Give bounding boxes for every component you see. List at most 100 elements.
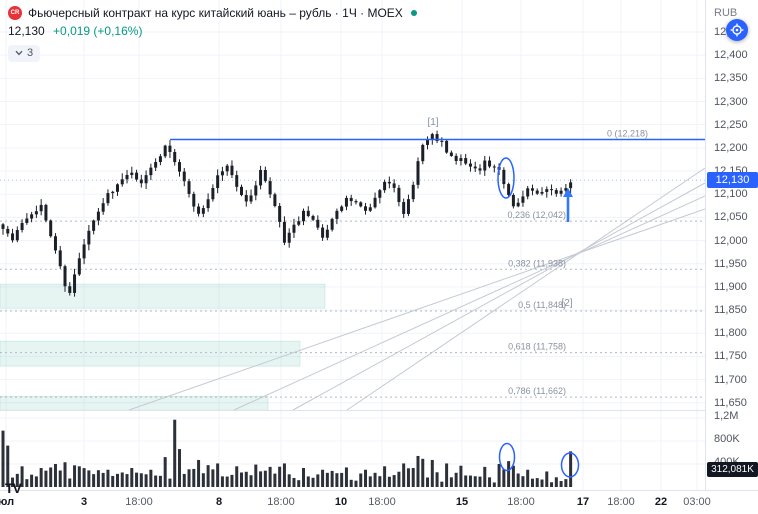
volume-bar bbox=[259, 471, 263, 487]
ellipse-annotation[interactable] bbox=[560, 452, 580, 478]
candle bbox=[139, 179, 143, 184]
volume-bar bbox=[11, 477, 15, 487]
candle bbox=[111, 191, 115, 194]
wave-label[interactable]: [2] bbox=[561, 298, 572, 309]
fib-label: 0,786 (11,662) bbox=[508, 386, 566, 396]
volume-bar bbox=[282, 463, 286, 487]
price-change: +0,019 (+0,16%) bbox=[53, 24, 143, 38]
candle bbox=[535, 190, 539, 194]
candle bbox=[263, 169, 267, 182]
volume-bar bbox=[211, 469, 215, 487]
volume-bar bbox=[349, 479, 353, 487]
volume-bar bbox=[321, 469, 325, 487]
volume-bar bbox=[268, 466, 272, 487]
fib-label: 0,5 (11,848) bbox=[518, 300, 566, 310]
candle bbox=[273, 194, 277, 206]
candle bbox=[464, 158, 468, 164]
time-tick-label: юл bbox=[0, 496, 15, 508]
candle bbox=[158, 156, 162, 163]
volume-bar bbox=[297, 480, 301, 487]
volume-bar bbox=[77, 466, 81, 487]
candle bbox=[96, 211, 100, 221]
instrument-logo-icon[interactable]: CR bbox=[8, 6, 22, 20]
volume-bar bbox=[273, 473, 277, 487]
ellipse-annotation[interactable] bbox=[498, 442, 516, 472]
candle bbox=[92, 220, 96, 231]
volume-bar bbox=[545, 471, 549, 487]
chart-canvas[interactable]: 0 (12,218) 0,236 (12,042) 0,382 (11,938) 0,… bbox=[0, 0, 705, 490]
candle bbox=[440, 140, 444, 142]
volume-bar bbox=[554, 477, 558, 487]
candle bbox=[554, 190, 558, 194]
trend-line[interactable] bbox=[128, 208, 705, 411]
indicators-dropdown[interactable]: 3 bbox=[8, 44, 41, 62]
candle bbox=[526, 188, 530, 197]
volume-bar bbox=[564, 479, 568, 487]
volume-bar bbox=[454, 472, 458, 487]
volume-bar bbox=[225, 476, 229, 487]
candle bbox=[359, 202, 363, 207]
time-tick-label: 15 bbox=[455, 496, 469, 508]
market-status-icon[interactable] bbox=[410, 10, 417, 16]
volume-badge: 312,081K bbox=[707, 462, 758, 478]
symbol-title[interactable]: Фьючерсный контракт на курс китайский юа… bbox=[28, 6, 403, 20]
candle bbox=[115, 184, 119, 192]
candle bbox=[321, 227, 325, 238]
volume-bar bbox=[149, 469, 153, 487]
candle bbox=[545, 189, 549, 192]
candle bbox=[550, 189, 554, 191]
volume-bar bbox=[177, 449, 181, 487]
volume-bar bbox=[115, 473, 119, 487]
candle bbox=[254, 185, 258, 196]
candle bbox=[1, 224, 5, 229]
candle bbox=[488, 160, 492, 167]
volume-bar bbox=[559, 481, 563, 487]
tradingview-logo[interactable]: TV bbox=[5, 480, 22, 496]
candle bbox=[82, 244, 86, 259]
volume-bar bbox=[406, 468, 410, 487]
candle bbox=[402, 202, 406, 214]
time-tick-label: 17 bbox=[576, 496, 590, 508]
candle bbox=[478, 168, 482, 171]
volume-bar bbox=[201, 473, 205, 487]
volume-bar bbox=[540, 479, 544, 487]
trend-line[interactable] bbox=[233, 195, 705, 411]
price-tick-label: 11,800 bbox=[714, 327, 747, 340]
candle bbox=[197, 206, 201, 214]
pane-divider[interactable] bbox=[0, 410, 705, 411]
volume-bar bbox=[516, 473, 520, 487]
support-zone[interactable] bbox=[0, 340, 301, 367]
candle bbox=[373, 197, 377, 208]
volume-bar bbox=[92, 474, 96, 487]
volume-bar bbox=[368, 476, 372, 487]
candle bbox=[459, 158, 463, 161]
volume-bar bbox=[44, 470, 48, 487]
candle bbox=[39, 204, 43, 212]
last-price-value: 12,130 bbox=[8, 24, 45, 38]
price-tick-label: 12,250 bbox=[714, 118, 748, 131]
price-axis[interactable]: RUB 12,130 312,081K 12,45012,40012,35012… bbox=[705, 0, 758, 490]
volume-bar bbox=[507, 461, 511, 487]
time-axis[interactable]: юл 3 18:00 8 18:00 10 18:00 15 18:00 17 18:00 22 03:… bbox=[0, 490, 758, 514]
trend-line[interactable] bbox=[346, 167, 705, 411]
wave-label[interactable]: [1] bbox=[427, 117, 438, 128]
volume-bar bbox=[53, 464, 57, 487]
volume-bar bbox=[464, 475, 468, 487]
volume-bar bbox=[468, 475, 472, 487]
volume-bar bbox=[440, 481, 444, 487]
volume-bar bbox=[530, 478, 534, 487]
candle bbox=[211, 187, 215, 200]
candle bbox=[101, 203, 105, 212]
volume-bar bbox=[340, 472, 344, 487]
volume-bar bbox=[344, 467, 348, 487]
trade-button[interactable] bbox=[726, 19, 748, 41]
time-tick-label: 10 bbox=[334, 496, 348, 508]
candle bbox=[187, 181, 191, 194]
volume-bar bbox=[135, 472, 139, 487]
volume-bar bbox=[392, 475, 396, 487]
volume-bar bbox=[378, 476, 382, 487]
volume-bar bbox=[58, 470, 62, 487]
volume-bar bbox=[6, 445, 10, 487]
support-zone[interactable] bbox=[0, 283, 326, 309]
ellipse-annotation[interactable] bbox=[497, 157, 515, 199]
